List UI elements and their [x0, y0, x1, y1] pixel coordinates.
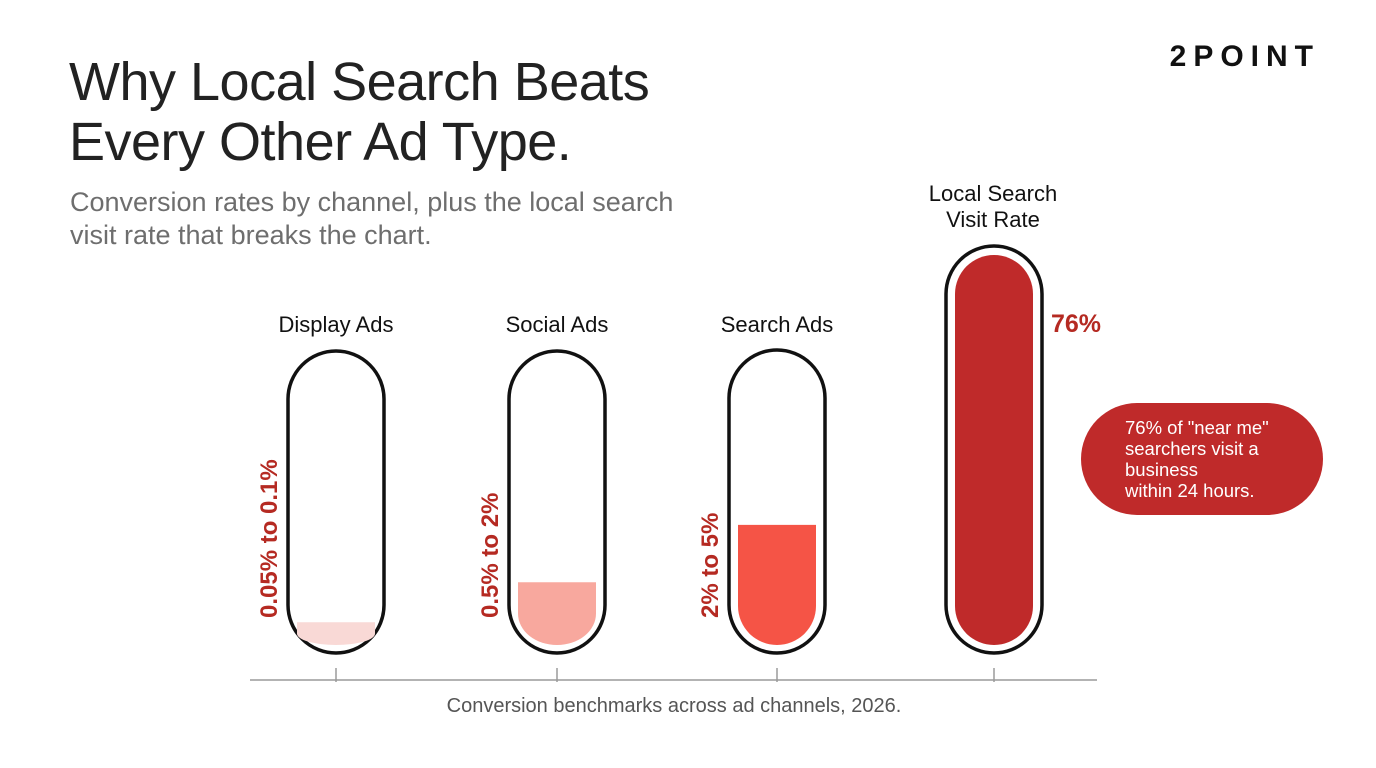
callout-line-1: 76% of "near me" — [1125, 417, 1269, 438]
pill-outline-display-ads — [286, 349, 386, 655]
category-label-display-ads: Display Ads — [279, 312, 394, 337]
brand-logo: 2POINT — [1169, 40, 1320, 73]
category-label-local-search-line-2: Visit Rate — [946, 207, 1040, 232]
callout-line-2: searchers visit a — [1125, 438, 1259, 459]
chart-title-line-1: Why Local Search Beats — [69, 52, 650, 112]
category-label-social-ads: Social Ads — [506, 312, 609, 337]
chart-title-line-2: Every Other Ad Type. — [69, 112, 572, 172]
callout-bubble: 76% of "near me" searchers visit a busin… — [1081, 403, 1323, 515]
bar-search-ads — [738, 524, 816, 645]
data-label-display-ads: 0.05% to 0.1% — [256, 459, 283, 618]
bar-local-search — [955, 255, 1033, 645]
data-label-local-search: 76% — [1051, 310, 1101, 338]
bar-display-ads — [297, 622, 375, 645]
data-label-search-ads: 2% to 5% — [697, 513, 724, 618]
callout-line-4: within 24 hours. — [1125, 480, 1255, 501]
chart-title: Why Local Search Beats Every Other Ad Ty… — [69, 52, 650, 172]
category-label-search-ads: Search Ads — [721, 312, 834, 337]
bar-social-ads — [518, 582, 596, 645]
chart-caption: Conversion benchmarks across ad channels… — [446, 695, 902, 717]
callout-line-3: business — [1125, 459, 1199, 480]
category-label-local-search-line-1: Local Search — [929, 181, 1057, 206]
chart-subtitle: Conversion rates by channel, plus the lo… — [70, 186, 673, 252]
chart-subtitle-line-1: Conversion rates by channel, plus the lo… — [70, 187, 674, 217]
chart-subtitle-line-2: visit rate that breaks the chart. — [70, 220, 432, 250]
data-label-social-ads: 0.5% to 2% — [477, 493, 504, 618]
pill-outline-social-ads — [507, 349, 607, 655]
